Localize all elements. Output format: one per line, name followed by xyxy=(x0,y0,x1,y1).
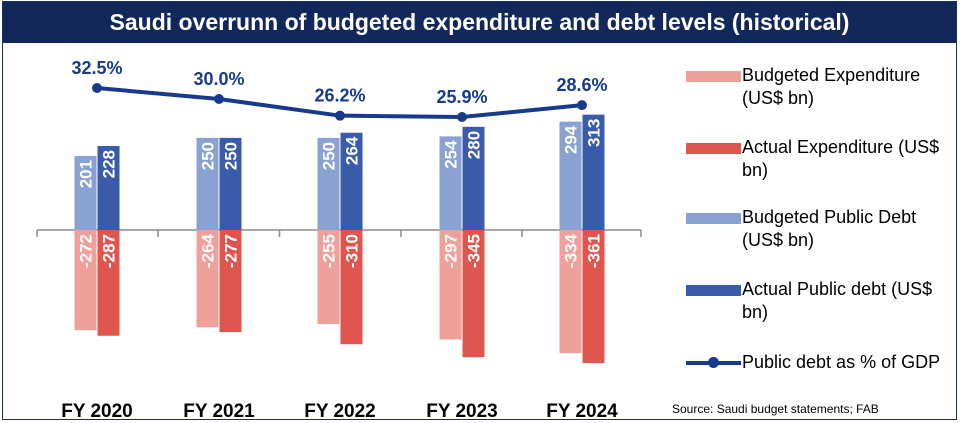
legend-line-swatch xyxy=(686,357,741,368)
bar-label-actual-expenditure: -277 xyxy=(222,234,241,268)
bar-label-actual-expenditure: -287 xyxy=(100,234,119,268)
bar-label-budgeted-debt: 294 xyxy=(562,125,581,154)
bar-label-actual-expenditure: -345 xyxy=(465,234,484,268)
bar-budgeted-debt xyxy=(559,121,582,230)
bar-actual-expenditure xyxy=(340,230,363,345)
bar-budgeted-debt xyxy=(439,136,462,230)
bar-label-actual-debt: 280 xyxy=(465,131,484,159)
category-label: FY 2023 xyxy=(426,401,497,422)
bar-label-budgeted-debt: 201 xyxy=(77,160,96,188)
debt-gdp-point xyxy=(335,110,345,121)
category-label: FY 2021 xyxy=(183,401,255,422)
bar-budgeted-expenditure xyxy=(196,230,219,328)
bar-actual-debt xyxy=(340,132,363,230)
legend-label: Actual Expenditure (US$ bn) xyxy=(742,137,940,180)
bar-label-budgeted-expenditure: -264 xyxy=(199,233,218,268)
legend-marker-dot xyxy=(708,357,719,368)
bar-budgeted-debt xyxy=(317,137,340,230)
legend-swatch xyxy=(686,285,741,296)
bar-label-budgeted-expenditure: -334 xyxy=(562,233,581,268)
bar-budgeted-expenditure xyxy=(559,230,582,354)
bar-actual-debt xyxy=(582,114,605,230)
bar-actual-expenditure xyxy=(97,230,120,336)
debt-gdp-label: 30.0% xyxy=(193,69,244,89)
debt-gdp-label: 26.2% xyxy=(314,86,365,106)
chart-title: Saudi overrunn of budgeted expenditure a… xyxy=(3,2,956,43)
bar-budgeted-expenditure xyxy=(439,230,462,340)
bar-label-actual-debt: 313 xyxy=(585,119,604,147)
bar-actual-debt xyxy=(462,126,485,230)
bar-label-budgeted-expenditure: -272 xyxy=(77,234,96,268)
debt-gdp-label: 28.6% xyxy=(556,75,607,95)
debt-gdp-point xyxy=(92,83,102,93)
bar-label-budgeted-debt: 254 xyxy=(442,140,461,169)
category-label: FY 2022 xyxy=(304,401,375,422)
bar-budgeted-expenditure xyxy=(317,230,340,324)
bar-actual-expenditure xyxy=(462,230,485,358)
legend-label: Actual Public debt (US$ bn) xyxy=(742,279,933,322)
bar-actual-expenditure xyxy=(219,230,242,333)
bar-budgeted-expenditure xyxy=(74,230,97,331)
source-note: Source: Saudi budget statements; FAB xyxy=(672,402,879,416)
debt-gdp-label: 32.5% xyxy=(71,58,122,78)
bar-budgeted-debt xyxy=(196,137,219,230)
debt-gdp-label: 25.9% xyxy=(436,87,487,107)
bar-actual-debt xyxy=(97,145,120,230)
legend-label: Public debt as % of GDP xyxy=(742,352,941,372)
bar-budgeted-debt xyxy=(74,155,97,230)
bar-actual-debt xyxy=(219,137,242,230)
legend-label: Budgeted Expenditure (US$ bn) xyxy=(742,65,921,108)
category-label: FY 2020 xyxy=(61,401,132,422)
legend-swatch xyxy=(686,213,741,224)
bar-label-budgeted-expenditure: -255 xyxy=(320,234,339,268)
bar-label-actual-expenditure: -361 xyxy=(585,234,604,268)
bar-label-budgeted-debt: 250 xyxy=(320,142,339,170)
debt-gdp-point xyxy=(214,93,224,104)
bar-label-budgeted-debt: 250 xyxy=(199,142,218,170)
category-label: FY 2024 xyxy=(546,401,618,422)
debt-gdp-point xyxy=(577,100,587,111)
bar-label-actual-expenditure: -310 xyxy=(343,234,362,268)
legend-swatch xyxy=(686,143,741,154)
legend-swatch xyxy=(686,71,741,82)
bar-label-actual-debt: 264 xyxy=(343,136,362,165)
debt-gdp-point xyxy=(457,112,467,122)
bar-label-actual-debt: 228 xyxy=(100,150,119,178)
bar-label-actual-debt: 250 xyxy=(222,142,241,170)
bar-actual-expenditure xyxy=(582,230,605,364)
legend-label: Budgeted Public Debt (US$ bn) xyxy=(742,207,917,250)
bar-label-budgeted-expenditure: -297 xyxy=(442,234,461,268)
